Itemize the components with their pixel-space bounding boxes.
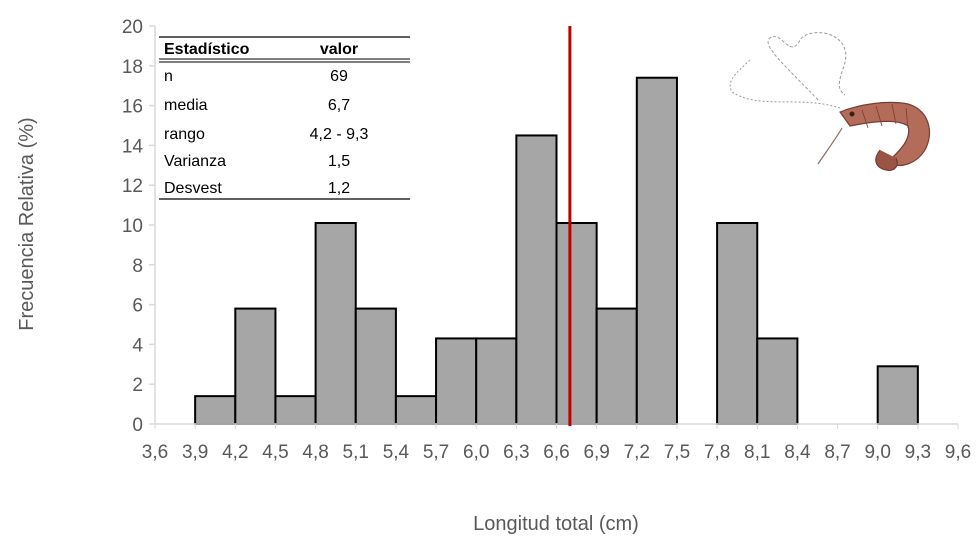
histogram-bar xyxy=(435,337,478,425)
x-tick-label: 8,4 xyxy=(784,442,811,463)
y-tick-label: 2 xyxy=(132,375,143,396)
x-tick-label: 6,6 xyxy=(543,442,569,463)
x-tick-label: 3,6 xyxy=(142,442,168,463)
y-tick-label: 10 xyxy=(122,216,143,237)
x-tick-label: 4,8 xyxy=(302,442,328,463)
stats-header-value: valor xyxy=(320,41,358,58)
x-axis-tick-labels: 3,6 3,9 4,2 4,5 4,8 5,1 5,4 5,7 6,0 6,3 6,6 6,9 7,2 7… xyxy=(142,424,971,463)
y-tick-label: 8 xyxy=(132,256,143,277)
stats-row-value: 4,2 - 9,3 xyxy=(310,126,369,143)
histogram-bar xyxy=(274,395,317,426)
histogram-bar xyxy=(635,76,678,426)
histogram-bar xyxy=(876,365,919,426)
y-tick-label: 16 xyxy=(122,97,143,118)
stats-row-label: Desvest xyxy=(164,180,222,197)
histogram-bar xyxy=(194,395,237,426)
y-tick-label: 18 xyxy=(122,57,143,78)
y-axis-title: Frecuencia Relativa (%) xyxy=(16,117,38,330)
y-tick-label: 4 xyxy=(132,335,143,356)
x-tick-label: 4,5 xyxy=(262,442,288,463)
x-tick-label: 9,6 xyxy=(945,442,971,463)
histogram-bar xyxy=(394,395,438,426)
y-tick-label: 14 xyxy=(122,136,144,157)
x-tick-label: 5,1 xyxy=(343,442,369,463)
x-axis-title: Longitud total (cm) xyxy=(473,513,639,535)
histogram-bar xyxy=(354,307,397,425)
x-tick-label: 3,9 xyxy=(182,442,208,463)
y-tick-label: 0 xyxy=(132,415,143,436)
x-tick-label: 6,3 xyxy=(503,442,529,463)
histogram-bar xyxy=(595,307,638,425)
histogram-bar xyxy=(555,222,598,425)
histogram-bar xyxy=(756,337,799,425)
x-tick-label: 4,2 xyxy=(222,442,248,463)
x-tick-label: 5,7 xyxy=(423,442,449,463)
x-tick-label: 7,5 xyxy=(664,442,690,463)
x-tick-label: 7,8 xyxy=(704,442,730,463)
x-tick-label: 9,0 xyxy=(864,442,890,463)
shrimp-image xyxy=(729,32,930,171)
histogram-bar xyxy=(716,222,759,425)
stats-row-label: n xyxy=(164,68,173,85)
stats-row-label: Varianza xyxy=(164,153,226,170)
stats-row-label: rango xyxy=(164,126,205,143)
y-tick-label: 20 xyxy=(122,17,143,38)
stats-row-label: media xyxy=(164,97,208,114)
stats-table: Estadístico valor n 69 media 6,7 rango 4… xyxy=(159,36,410,200)
x-tick-label: 5,4 xyxy=(383,442,410,463)
histogram-bar xyxy=(475,337,518,425)
x-tick-label: 9,3 xyxy=(905,442,931,463)
x-tick-label: 7,2 xyxy=(624,442,650,463)
histogram-bars xyxy=(194,76,919,426)
x-tick-label: 6,9 xyxy=(583,442,609,463)
stats-row-value: 69 xyxy=(330,68,348,85)
stats-header-statistic: Estadístico xyxy=(164,41,250,58)
histogram-bar xyxy=(515,134,558,425)
stats-row-value: 1,5 xyxy=(328,153,350,170)
y-axis-ticks: 0 2 4 6 8 10 12 14 16 18 20 xyxy=(122,17,155,436)
histogram-bar xyxy=(314,222,357,425)
stats-row-value: 1,2 xyxy=(328,180,350,197)
x-tick-label: 8,7 xyxy=(824,442,850,463)
stats-row-value: 6,7 xyxy=(328,97,350,114)
x-tick-label: 8,1 xyxy=(744,442,770,463)
y-tick-label: 6 xyxy=(132,296,143,317)
histogram-bar xyxy=(234,307,277,425)
y-tick-label: 12 xyxy=(122,176,143,197)
x-tick-label: 6,0 xyxy=(463,442,489,463)
